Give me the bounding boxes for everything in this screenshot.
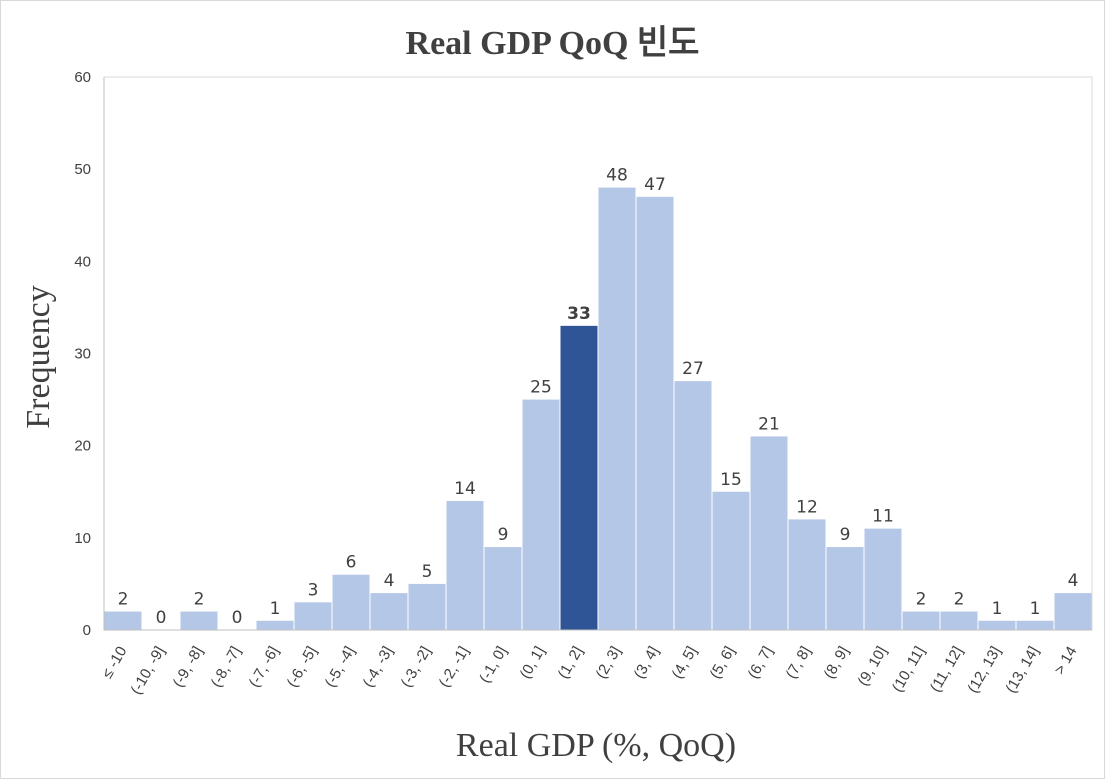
data-label: 21 [758, 414, 780, 434]
x-axis-title: Real GDP (%, QoQ) [455, 727, 737, 764]
x-tick-label: ≤ -10 [99, 644, 131, 682]
data-label: 0 [232, 608, 243, 628]
data-label: 2 [194, 590, 205, 610]
bar [446, 500, 484, 630]
x-tick-label: > 14 [1051, 644, 1081, 678]
y-tick-label: 50 [74, 161, 91, 178]
data-label: 5 [422, 562, 433, 582]
x-tick-label: (-10, -9] [127, 644, 168, 698]
data-label: 1 [992, 599, 1003, 619]
y-tick-label: 60 [74, 69, 91, 86]
x-tick-label: (-5, -4] [322, 644, 359, 691]
x-tick-label: (-9, -8] [170, 644, 207, 691]
data-label: 4 [1068, 571, 1079, 591]
x-tick-label: (12, 13] [964, 644, 1004, 697]
bar [598, 187, 636, 630]
bar [294, 602, 332, 630]
x-tick-label: (5, 6] [707, 644, 739, 682]
data-label: 2 [916, 590, 927, 610]
x-tick-label: (7, 8] [783, 644, 815, 682]
data-label: 9 [498, 525, 509, 545]
x-tick-label: (8, 9] [821, 644, 853, 682]
bar [712, 491, 750, 630]
bar [484, 547, 522, 630]
y-tick-label: 20 [74, 438, 91, 455]
x-tick-label: (-3, -2] [398, 644, 435, 691]
data-label: 1 [270, 599, 281, 619]
x-tick-label: (-2, -1] [436, 644, 473, 691]
bar [522, 399, 560, 630]
data-label: 4 [384, 571, 395, 591]
data-label: 1 [1030, 599, 1041, 619]
bar [826, 547, 864, 630]
bar [674, 381, 712, 630]
data-label: 15 [720, 470, 742, 490]
bar [560, 325, 598, 630]
x-tick-label: (10, 11] [889, 644, 929, 696]
bar [636, 196, 674, 631]
x-tick-label: (0, 1] [517, 644, 549, 682]
y-tick-label: 0 [83, 622, 91, 639]
data-label: 48 [606, 166, 628, 186]
x-tick-label: (11, 12] [927, 644, 967, 696]
bar [332, 574, 370, 630]
bar [902, 611, 940, 630]
data-label: 25 [530, 378, 552, 398]
bar [370, 593, 408, 630]
bar [750, 436, 788, 630]
data-label: 12 [796, 497, 818, 517]
y-tick-label: 30 [74, 346, 91, 363]
bar [1054, 593, 1092, 630]
x-tick-label: (2, 3] [593, 644, 625, 682]
bar [940, 611, 978, 630]
plot-border [103, 76, 1093, 631]
bar [1016, 620, 1054, 630]
x-tick-label: (3, 4] [631, 644, 663, 682]
data-label: 27 [682, 359, 704, 379]
data-label: 3 [308, 580, 319, 600]
x-tick-label: (1, 2] [555, 644, 587, 682]
data-label: 2 [118, 590, 129, 610]
x-tick-label: (-8, -7] [208, 644, 245, 691]
bar [256, 620, 294, 630]
bar [180, 611, 218, 630]
data-label: 6 [346, 553, 357, 573]
y-tick-label: 40 [74, 253, 91, 270]
bar [788, 519, 826, 630]
chart-title: Real GDP QoQ 빈도 [405, 25, 700, 62]
x-tick-label: (4, 5] [669, 644, 701, 682]
data-label: 14 [454, 479, 476, 499]
y-tick-label: 10 [74, 530, 91, 547]
x-tick-label: (-6, -5] [284, 644, 321, 691]
x-tick-label: (-1, 0] [476, 644, 510, 686]
bar [864, 528, 902, 630]
data-label: 9 [840, 525, 851, 545]
data-label: 33 [567, 304, 591, 324]
data-label: 11 [872, 507, 894, 527]
bar [978, 620, 1016, 630]
bar [408, 583, 446, 630]
x-tick-label: (13, 14] [1002, 644, 1042, 697]
x-tick-label: (-4, -3] [360, 644, 397, 691]
data-label: 0 [156, 608, 167, 628]
data-label: 47 [644, 175, 666, 195]
bar [104, 611, 142, 630]
x-tick-label: (6, 7] [745, 644, 777, 682]
x-tick-label: (-7, -6] [246, 644, 283, 691]
data-label: 2 [954, 590, 965, 610]
x-tick-label: (9, 10] [854, 644, 890, 689]
